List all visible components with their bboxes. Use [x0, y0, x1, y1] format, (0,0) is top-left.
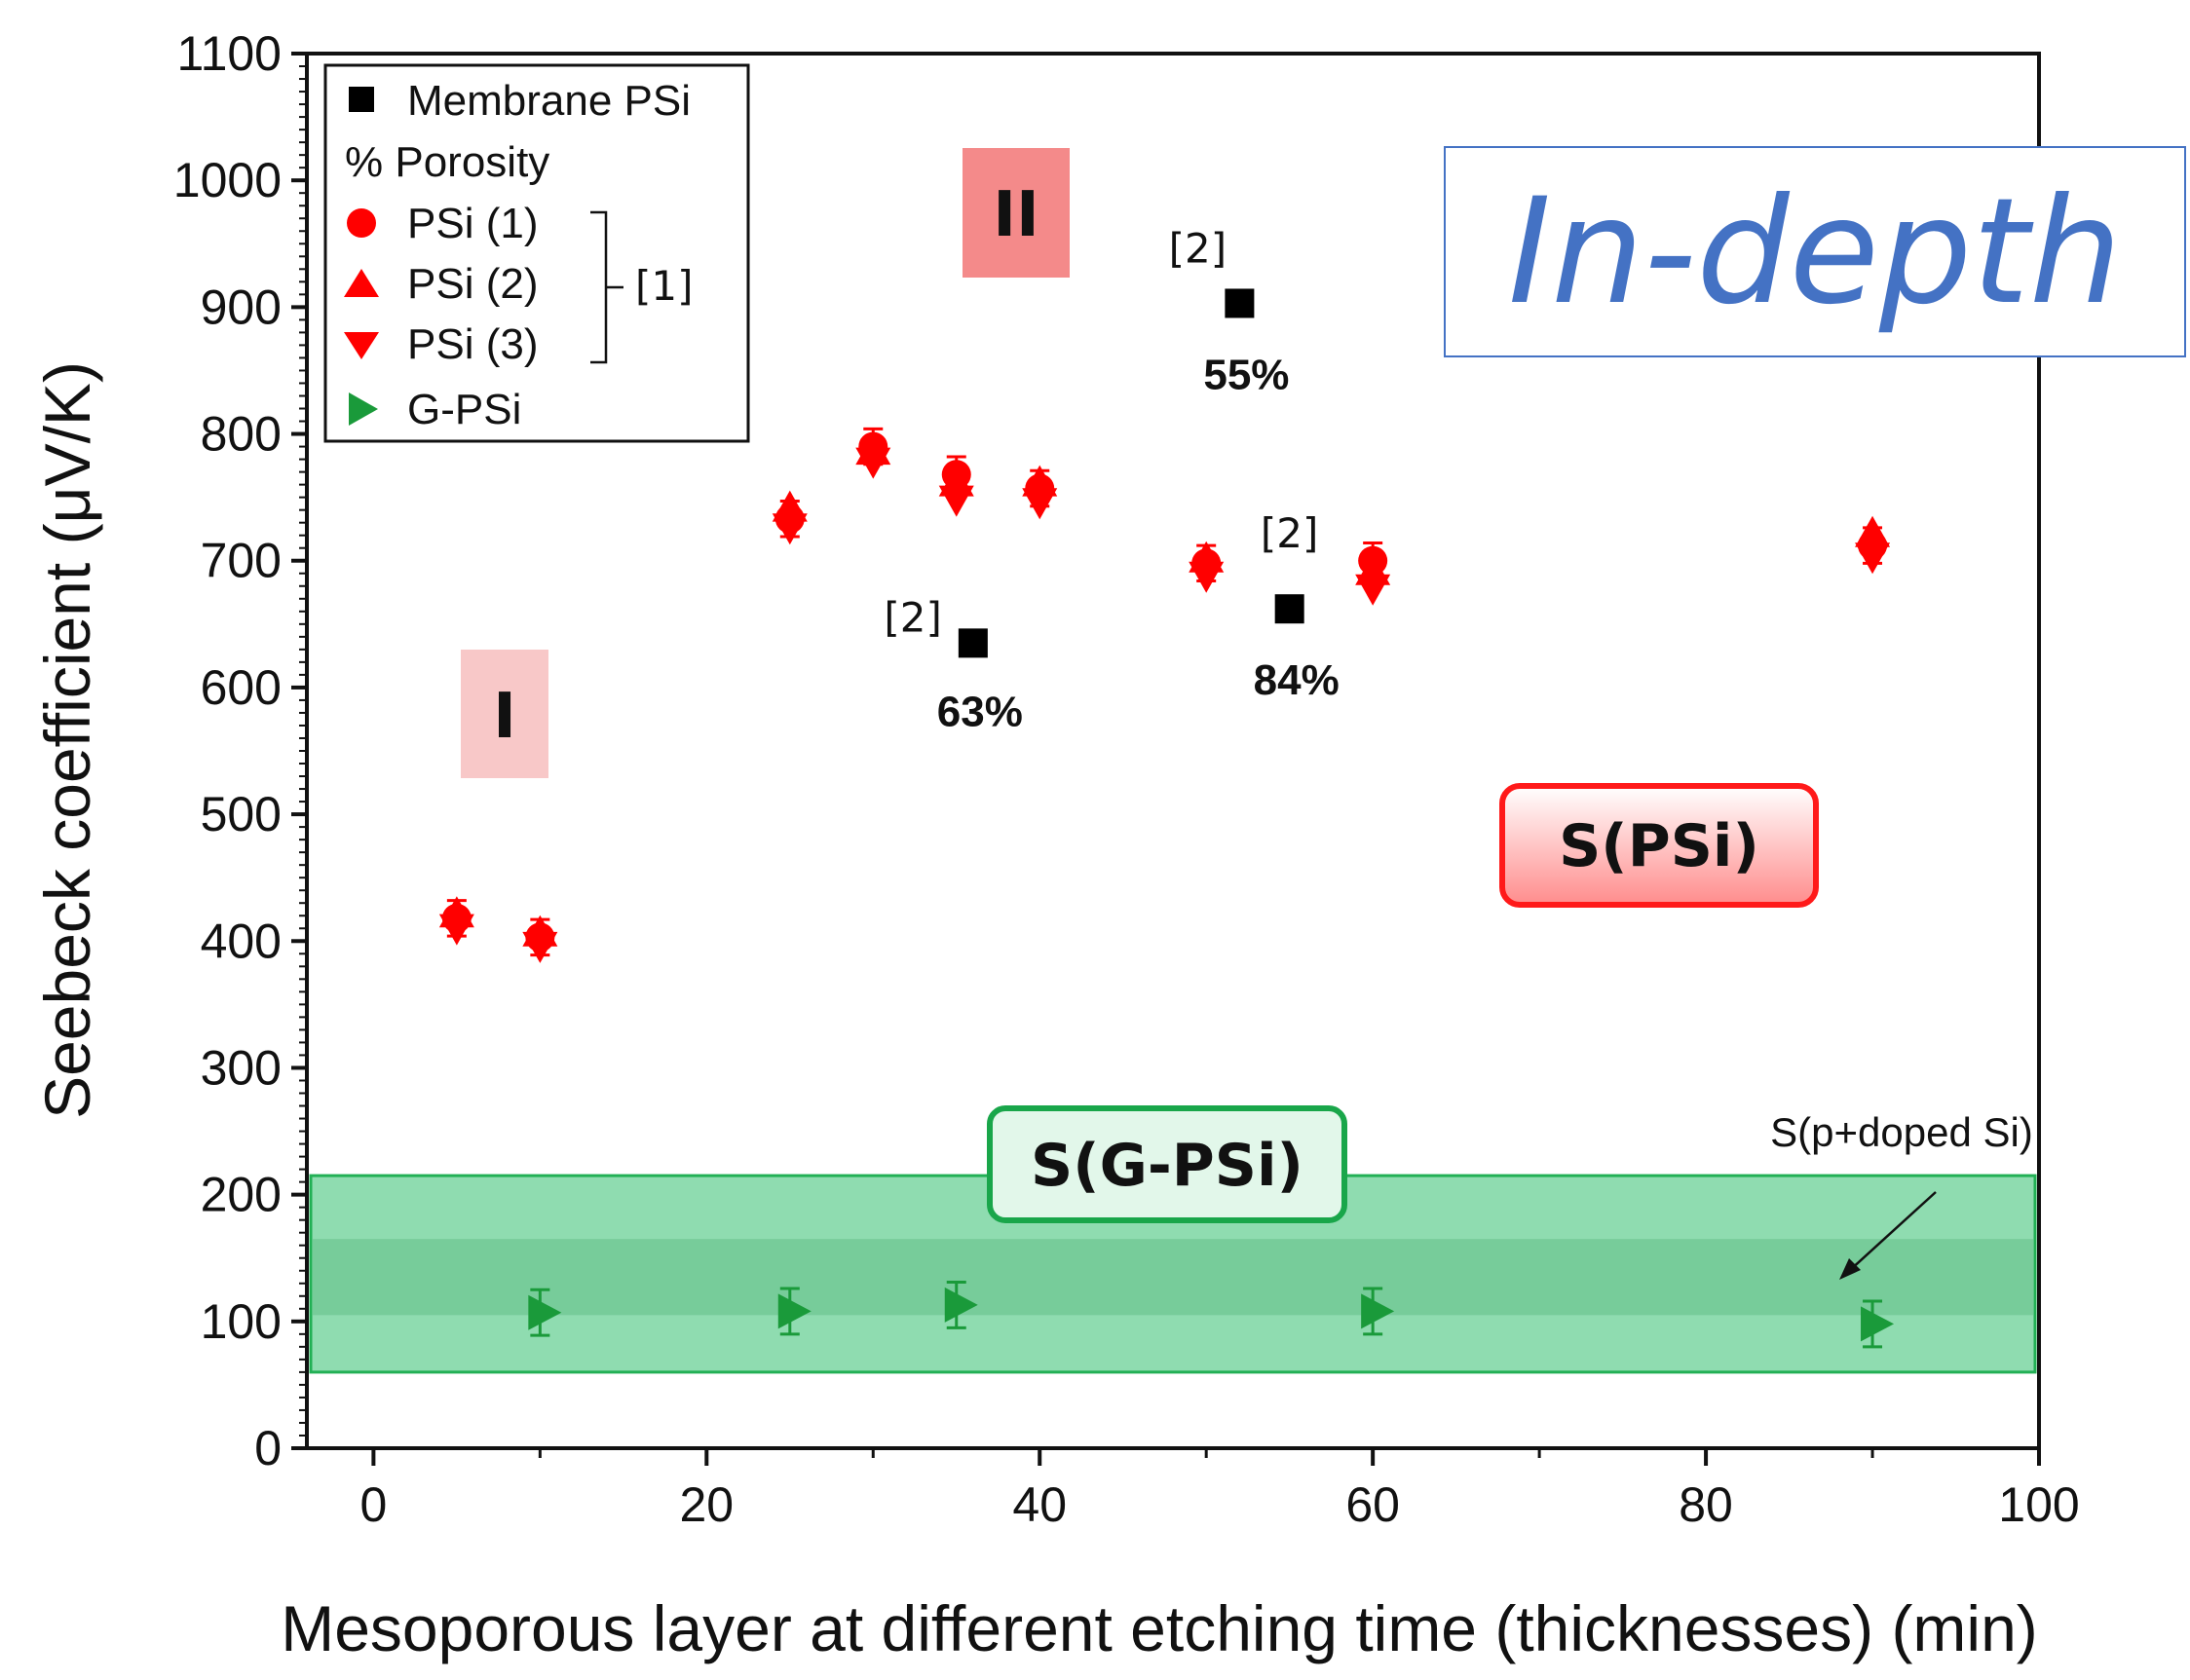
psi3-point: [522, 931, 558, 963]
y-tick-label: 500: [201, 787, 282, 841]
x-tick-label: 80: [1679, 1477, 1733, 1532]
membrane-point: [958, 628, 988, 658]
psi3-point: [438, 914, 474, 946]
p-doped-arrow: [1848, 1191, 1937, 1272]
p-doped-note: S(p+doped Si): [1770, 1109, 2033, 1155]
y-tick-label: 300: [201, 1040, 282, 1095]
x-tick-label: 100: [1998, 1477, 2079, 1532]
s-gpsi-box: [987, 1105, 1347, 1223]
y-tick-label: 1000: [173, 153, 282, 207]
y-tick-label: 600: [201, 660, 282, 715]
y-axis: 0 100 200 300 400 500 600 700 800 900 1000 1100: [173, 26, 307, 1475]
y-tick-label: 800: [201, 407, 282, 462]
y-tick-label: 900: [201, 280, 282, 334]
s-psi-box: [1499, 783, 1819, 908]
legend-bracket-label: [1]: [635, 262, 694, 310]
s-psi-label: S(PSi): [1559, 812, 1759, 880]
membrane-ref-label: [2]: [884, 593, 942, 641]
x-tick-label: 0: [359, 1477, 387, 1532]
legend-psi3: PSi (3): [407, 320, 538, 368]
x-axis: 0 20 40 60 80 100: [359, 1448, 2080, 1532]
y-tick-label: 400: [201, 914, 282, 968]
psi3-point: [855, 447, 891, 479]
psi2-point: [1855, 515, 1891, 547]
legend-gpsi: G-PSi: [407, 386, 521, 433]
gpsi-point: [777, 1293, 812, 1329]
y-tick-label: 1100: [176, 26, 282, 81]
porosity-label: 63%: [937, 688, 1023, 735]
data-marks: [2] 63% [2] 55% [2] 84%: [438, 224, 1895, 1349]
legend-bracket: [590, 210, 623, 364]
y-tick-label: 100: [201, 1294, 282, 1349]
x-axis-title: Mesoporous layer at different etching ti…: [281, 1592, 2038, 1664]
legend-triangle-down-icon: [344, 332, 379, 359]
legend-square-icon: [349, 87, 374, 112]
legend-triangle-right-icon: [349, 392, 378, 426]
membrane-point: [1274, 594, 1304, 624]
p-doped-arrowhead-icon: [1839, 1258, 1861, 1280]
psi3-point: [772, 513, 808, 545]
membrane-point: [1225, 288, 1255, 318]
region-1-box: [461, 650, 548, 778]
y-tick-label: 200: [201, 1168, 282, 1222]
s-gpsi-label: S(G-PSi): [1031, 1132, 1303, 1200]
porosity-label: 55%: [1203, 351, 1289, 398]
porosity-label: 84%: [1254, 656, 1340, 704]
psi3-point: [1189, 561, 1225, 593]
gpsi-point: [1861, 1306, 1895, 1342]
y-tick-label: 700: [201, 534, 282, 588]
psi3-point: [1355, 574, 1391, 606]
x-tick-label: 60: [1345, 1477, 1400, 1532]
legend-membrane: Membrane PSi: [407, 77, 691, 125]
membrane-ref-label: [2]: [1261, 509, 1319, 557]
region-1-label: I: [493, 681, 516, 753]
legend-porosity: % Porosity: [345, 138, 549, 186]
s-pdoped-si-band: [313, 1239, 2033, 1316]
y-tick-label: 0: [254, 1421, 282, 1475]
legend: Membrane PSi % Porosity PSi (1) PSi (2) …: [323, 63, 750, 443]
legend-circle-icon: [347, 208, 376, 238]
legend-psi1: PSi (1): [407, 200, 538, 247]
gpsi-point: [528, 1294, 562, 1330]
in-depth-box: [1444, 146, 2186, 357]
legend-psi2: PSi (2): [407, 260, 538, 308]
region-2-label: II: [993, 179, 1039, 251]
psi3-point: [1855, 542, 1891, 575]
psi3-point: [1022, 488, 1058, 520]
membrane-ref-label: [2]: [1169, 224, 1227, 272]
x-tick-label: 40: [1012, 1477, 1067, 1532]
in-depth-label: In-depth: [1508, 168, 2122, 337]
gpsi-point: [1361, 1293, 1395, 1329]
y-axis-title: Seebeck coefficient (μV/K): [31, 361, 103, 1119]
x-tick-label: 20: [679, 1477, 734, 1532]
psi3-point: [938, 485, 974, 517]
legend-triangle-up-icon: [344, 269, 379, 297]
gpsi-point: [944, 1287, 978, 1323]
region-2-box: [963, 148, 1070, 278]
